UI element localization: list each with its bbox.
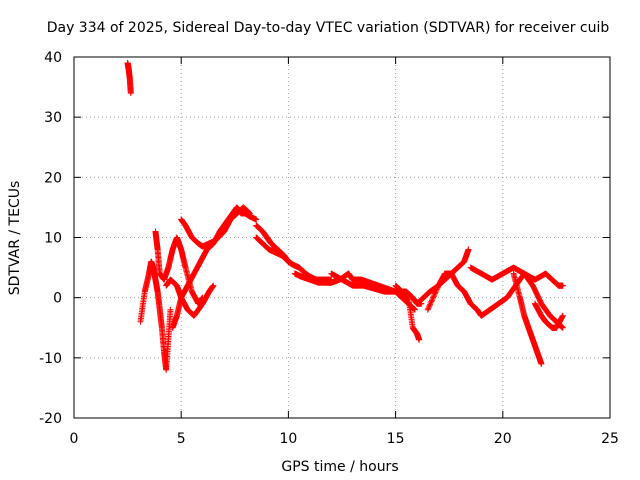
data-point bbox=[246, 210, 253, 217]
data-point bbox=[559, 324, 566, 331]
y-tick-label: 30 bbox=[44, 110, 62, 126]
data-point bbox=[429, 296, 436, 303]
x-tick-label: 25 bbox=[601, 431, 619, 447]
data-points bbox=[124, 60, 566, 373]
data-point bbox=[538, 360, 545, 367]
data-point bbox=[427, 300, 434, 307]
data-point bbox=[433, 287, 440, 294]
y-tick-label: -20 bbox=[39, 411, 62, 427]
y-axis-label: SDTVAR / TECUs bbox=[7, 181, 23, 296]
data-point bbox=[559, 312, 566, 319]
data-point bbox=[285, 258, 292, 265]
y-tick-label: 40 bbox=[44, 50, 62, 66]
data-point bbox=[425, 304, 432, 311]
y-tick-label: 20 bbox=[44, 170, 62, 186]
x-tick-label: 20 bbox=[494, 431, 512, 447]
axis-ticks: 0 5 10 15 20 25 -20 -10 0 10 20 30 40 bbox=[39, 50, 619, 447]
data-point bbox=[127, 90, 134, 97]
data-point bbox=[432, 289, 439, 296]
y-tick-label: -10 bbox=[39, 351, 62, 367]
data-point bbox=[430, 294, 437, 301]
data-point bbox=[433, 286, 440, 293]
data-point bbox=[425, 305, 432, 312]
y-tick-label: 0 bbox=[53, 291, 62, 307]
data-point bbox=[430, 293, 437, 300]
data-point bbox=[431, 291, 438, 298]
data-point bbox=[416, 336, 423, 343]
x-tick-label: 15 bbox=[387, 431, 405, 447]
x-tick-label: 5 bbox=[177, 431, 186, 447]
data-point bbox=[465, 246, 472, 253]
data-point bbox=[426, 302, 433, 309]
data-point bbox=[424, 306, 431, 313]
x-tick-label: 0 bbox=[70, 431, 79, 447]
chart-title: Day 334 of 2025, Sidereal Day-to-day VTE… bbox=[47, 20, 610, 36]
data-point bbox=[210, 282, 217, 289]
data-point bbox=[253, 216, 260, 223]
data-point bbox=[434, 285, 441, 292]
y-tick-label: 10 bbox=[44, 231, 62, 247]
x-axis-label: GPS time / hours bbox=[281, 459, 398, 475]
plot-frame bbox=[73, 56, 611, 419]
data-point bbox=[559, 282, 566, 289]
data-point bbox=[428, 298, 435, 305]
data-point bbox=[167, 306, 174, 313]
data-point bbox=[431, 290, 438, 297]
data-point bbox=[428, 297, 435, 304]
x-tick-label: 10 bbox=[279, 431, 297, 447]
grid-lines bbox=[74, 57, 610, 418]
data-point bbox=[427, 301, 434, 308]
